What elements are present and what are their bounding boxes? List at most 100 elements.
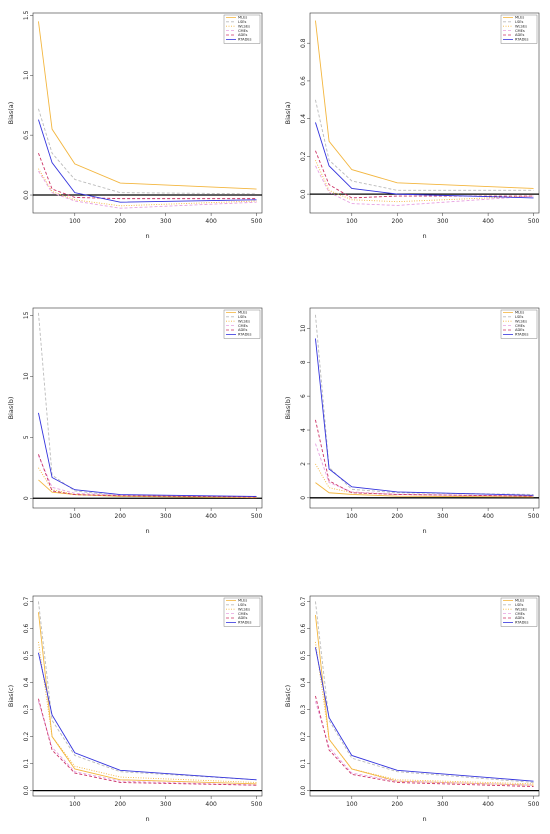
y-tick-label: 0.2 <box>300 151 307 161</box>
x-tick-label: 200 <box>392 513 404 520</box>
series-line-lses <box>38 312 257 498</box>
series-line-wlses <box>38 168 257 207</box>
series-line-wlses <box>38 467 257 498</box>
x-tick-label: 100 <box>69 801 81 808</box>
legend-entry: MLEs <box>238 599 247 603</box>
legend-box <box>223 309 261 339</box>
series-line-mles <box>315 20 534 189</box>
legend-entry: MLEs <box>238 16 247 20</box>
x-axis-label: n <box>422 527 426 535</box>
series-line-rtades <box>315 122 534 199</box>
legend-entry: ADEs <box>238 328 247 332</box>
x-tick-label: 500 <box>528 218 540 225</box>
plot-frame <box>309 12 540 214</box>
x-tick-label: 100 <box>346 801 358 808</box>
y-tick-label: 0.5 <box>300 651 307 661</box>
legend-entry: ADEs <box>238 616 247 620</box>
series-line-lses <box>38 108 257 195</box>
legend-entry: LSEs <box>238 20 247 24</box>
y-tick-label: 15 <box>23 311 30 319</box>
legend-entry: RTADEs <box>515 621 529 625</box>
series-line-cmes <box>315 165 534 206</box>
y-tick-label: 0.3 <box>23 705 30 715</box>
legend-entry: LSEs <box>238 315 247 319</box>
x-tick-label: 400 <box>482 513 494 520</box>
series-line-rtades <box>315 338 534 496</box>
plot-frame <box>309 307 540 509</box>
x-tick-label: 100 <box>69 513 81 520</box>
y-axis-label: Bias(a) <box>7 102 15 125</box>
legend-entry: WLSEs <box>238 24 250 28</box>
y-tick-label: 1.5 <box>23 10 30 20</box>
legend-entry: CMEs <box>238 612 248 616</box>
chart-panel-6: 100 200 300 400 500 0.0 0.1 0.2 0.3 0.4 0.5 0.6 0.7 n… <box>284 595 539 823</box>
series-line-ades <box>38 698 257 786</box>
y-tick-label: 0 <box>23 496 30 500</box>
series-line-mles <box>315 482 534 498</box>
legend-entry: WLSEs <box>515 319 527 323</box>
series-line-mles <box>315 614 534 786</box>
series-line-lses <box>315 99 534 191</box>
series-line-cmes <box>38 170 257 209</box>
y-tick-label: 4 <box>300 428 307 432</box>
x-tick-label: 200 <box>115 513 127 520</box>
x-tick-label: 200 <box>115 801 127 808</box>
legend-entry: ADEs <box>238 33 247 37</box>
series-line-rtades <box>38 652 257 781</box>
legend-entry: LSEs <box>515 603 524 607</box>
series-line-mles <box>38 612 257 785</box>
y-axis-label: Bias(c) <box>7 685 15 707</box>
y-tick-label: 2 <box>300 462 307 466</box>
x-tick-label: 100 <box>69 218 81 225</box>
chart-panel-1: 100 200 300 400 500 0.0 0.5 1.0 1.5 n Bias(a) MLEsL… <box>7 10 262 240</box>
series-line-mles <box>38 21 257 190</box>
y-tick-label: 10 <box>23 372 30 380</box>
series-line-lses <box>315 314 534 495</box>
legend-entry: RTADEs <box>515 38 529 42</box>
legend-entry: CMEs <box>238 29 248 33</box>
x-tick-label: 300 <box>160 513 172 520</box>
plot-frame <box>32 12 263 214</box>
series-line-ades <box>38 152 257 200</box>
legend-entry: RTADEs <box>238 621 252 625</box>
legend-box <box>500 597 538 627</box>
chart-panel-2: 100 200 300 400 500 0.0 0.2 0.4 0.6 0.8 n Bias(a) ML… <box>284 12 540 240</box>
legend-entry: WLSEs <box>238 319 250 323</box>
legend-entry: WLSEs <box>515 24 527 28</box>
y-axis-label: Bias(a) <box>284 102 292 125</box>
chart-panel-4: 100 200 300 400 500 0 2 4 6 8 10 n Bias(b) MLEsLSEsWL… <box>284 307 540 535</box>
y-tick-label: 6 <box>300 394 307 398</box>
series-line-cmes <box>38 455 257 498</box>
legend-entry: WLSEs <box>238 607 250 611</box>
series-line-rtades <box>38 412 257 497</box>
legend-box <box>223 597 261 627</box>
y-tick-label: 0.4 <box>23 678 30 688</box>
plot-frame <box>32 595 263 797</box>
x-tick-label: 400 <box>205 218 217 225</box>
y-axis-label: Bias(b) <box>7 397 15 420</box>
x-tick-label: 400 <box>482 801 494 808</box>
x-axis-label: n <box>422 232 426 240</box>
legend-entry: LSEs <box>515 20 524 24</box>
y-tick-label: 0.2 <box>23 732 30 742</box>
x-tick-label: 500 <box>251 218 263 225</box>
series-line-cmes <box>38 701 257 786</box>
y-tick-label: 0 <box>300 496 307 500</box>
x-tick-label: 300 <box>437 218 449 225</box>
legend-entry: RTADEs <box>515 333 529 337</box>
y-tick-label: 0.0 <box>23 786 30 796</box>
x-axis-label: n <box>422 815 426 823</box>
chart-panel-3: 100 200 300 400 500 0 5 10 15 n Bias(b) MLEsLSEsWLS… <box>7 307 262 535</box>
y-tick-label: 8 <box>300 360 307 364</box>
series-line-wlses <box>38 641 257 783</box>
y-axis-label: Bias(c) <box>284 685 292 707</box>
legend-entry: CMEs <box>238 324 248 328</box>
y-tick-label: 0.0 <box>300 786 307 796</box>
x-tick-label: 300 <box>437 513 449 520</box>
x-axis-label: n <box>145 815 149 823</box>
